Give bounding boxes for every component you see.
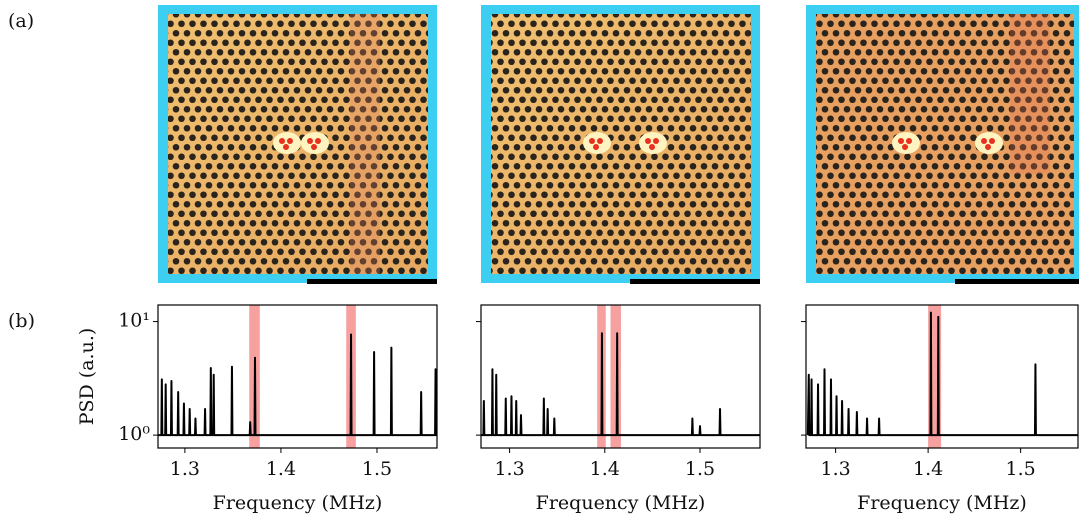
spectrum-line: [158, 333, 437, 437]
panel-label: (b): [8, 310, 35, 332]
plot-frame: [157, 304, 438, 449]
y-tick-label: 10⁰: [118, 423, 150, 445]
x-tick-label: 1.3: [820, 458, 850, 480]
spectrum-line: [481, 332, 760, 437]
micrograph: [806, 5, 1079, 284]
plot-frame: [480, 304, 761, 449]
highlight-band: [610, 305, 621, 448]
x-tick-label: 1.5: [362, 458, 392, 480]
y-axis-label: PSD (a.u.): [76, 328, 98, 426]
x-axis-label: Frequency (MHz): [213, 492, 383, 514]
x-tick-label: 1.4: [913, 458, 943, 480]
plot-frame: [805, 304, 1079, 449]
micrograph: [158, 5, 437, 284]
micrograph: [481, 5, 760, 284]
x-tick-label: 1.5: [685, 458, 715, 480]
x-tick-label: 1.3: [170, 458, 200, 480]
panel-label: (a): [8, 10, 34, 32]
spectrum-line: [806, 311, 1078, 437]
x-axis-label: Frequency (MHz): [536, 492, 706, 514]
y-tick-label: 10¹: [118, 310, 150, 332]
x-tick-label: 1.3: [494, 458, 524, 480]
x-axis-label: Frequency (MHz): [857, 492, 1027, 514]
x-tick-label: 1.4: [590, 458, 620, 480]
x-tick-label: 1.5: [1006, 458, 1036, 480]
x-tick-label: 1.4: [266, 458, 296, 480]
